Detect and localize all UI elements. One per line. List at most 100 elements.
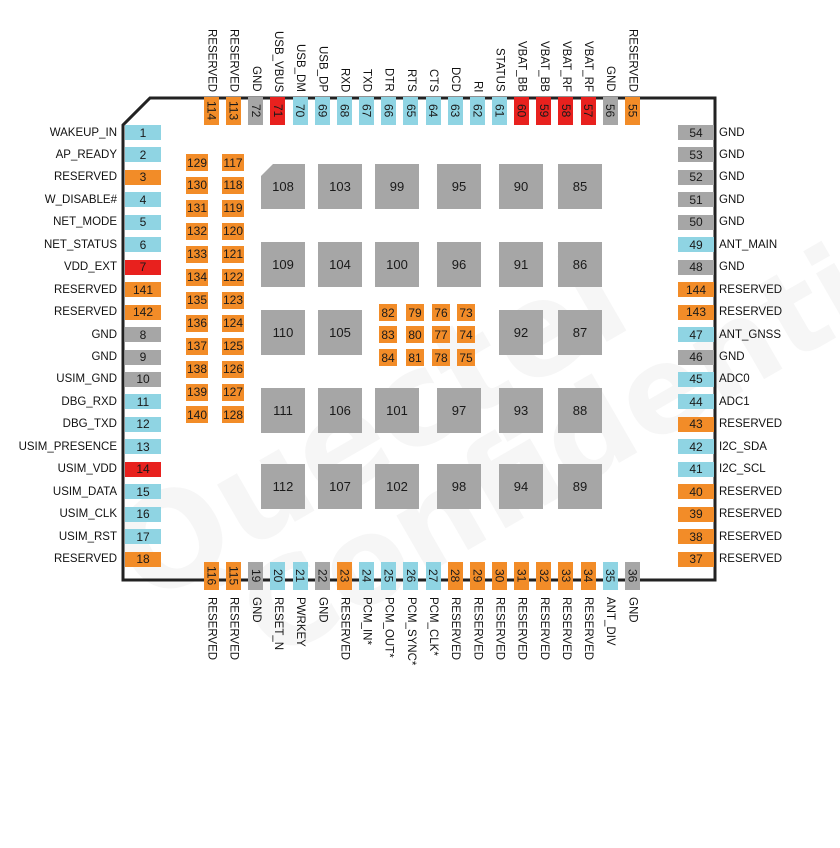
top-pin-label: DCD	[449, 67, 462, 92]
right-pin-53: 53	[678, 147, 714, 163]
bottom-pin-32: 32	[536, 562, 552, 590]
top-pin-label: VBAT_RF	[582, 41, 595, 92]
left-pin-label: WAKEUP_IN	[49, 126, 117, 139]
center-pad-76: 76	[432, 304, 450, 321]
right-pin-48: 48	[678, 259, 714, 275]
right-pin-40: 40	[678, 484, 714, 500]
center-pad-83: 83	[379, 326, 397, 343]
right-pin-label: ANT_MAIN	[719, 238, 778, 251]
left-pin-label: NET_STATUS	[43, 238, 117, 251]
gnd-pad-93: 93	[499, 388, 543, 433]
bottom-pin-label: PCM_OUT*	[382, 597, 395, 658]
right-pin-label: GND	[719, 216, 745, 229]
center-pad-82: 82	[379, 304, 397, 321]
right-pin-41: 41	[678, 461, 714, 477]
bottom-pin-27: 27	[425, 562, 441, 590]
right-pin-label: ADC0	[719, 373, 750, 386]
right-pin-54: 54	[678, 125, 714, 140]
center-pad-73: 73	[457, 304, 475, 321]
top-pin-label: USB_VBUS	[271, 30, 284, 92]
inner-pad-120: 120	[222, 222, 244, 240]
center-pad-78: 78	[432, 349, 450, 366]
right-pin-44: 44	[678, 394, 714, 410]
left-pin-label: USIM_CLK	[59, 508, 117, 521]
bottom-pin-30: 30	[491, 562, 507, 590]
bottom-pin-label: RESERVED	[582, 597, 595, 661]
left-pin-10: 10	[125, 371, 161, 387]
top-pin-113: 113	[226, 97, 242, 125]
left-pin-2: 2	[125, 147, 161, 163]
right-pin-144: 144	[678, 282, 714, 298]
right-pin-39: 39	[678, 506, 714, 522]
left-pin-12: 12	[125, 416, 161, 432]
bottom-pin-33: 33	[558, 562, 574, 590]
right-pin-label: GND	[719, 148, 745, 161]
center-pad-74: 74	[457, 326, 475, 343]
left-pin-label: USIM_RST	[58, 530, 117, 543]
inner-pad-137: 137	[186, 337, 208, 355]
bottom-pin-25: 25	[381, 562, 397, 590]
right-pin-label: RESERVED	[719, 485, 783, 498]
inner-pad-132: 132	[186, 222, 208, 240]
gnd-pad-101: 101	[375, 388, 419, 433]
top-pin-65: 65	[403, 97, 419, 125]
top-pin-label: GND	[604, 66, 617, 92]
bottom-pin-29: 29	[469, 562, 485, 590]
gnd-pad-110: 110	[261, 310, 305, 355]
top-pin-68: 68	[336, 97, 352, 125]
left-pin-label: W_DISABLE#	[44, 193, 117, 206]
right-pin-45: 45	[678, 371, 714, 387]
top-pin-label: VBAT_BB	[537, 41, 550, 92]
gnd-pad-99: 99	[375, 164, 419, 209]
top-pin-label: VBAT_BB	[515, 41, 528, 92]
center-pad-84: 84	[379, 349, 397, 366]
top-pin-72: 72	[248, 97, 264, 125]
gnd-pad-87: 87	[558, 310, 602, 355]
left-pin-14: 14	[125, 461, 161, 477]
top-pin-label: RTS	[404, 69, 417, 92]
bottom-pin-36: 36	[624, 562, 640, 590]
inner-pad-131: 131	[186, 199, 208, 217]
top-pin-label: DTR	[382, 68, 395, 92]
bottom-pin-35: 35	[602, 562, 618, 590]
inner-pad-126: 126	[222, 360, 244, 378]
left-pin-label: AP_READY	[55, 148, 117, 161]
bottom-pin-label: RESERVED	[493, 597, 506, 661]
bottom-pin-24: 24	[359, 562, 375, 590]
bottom-pin-label: PCM_SYNC*	[404, 597, 417, 666]
inner-pad-136: 136	[186, 314, 208, 332]
inner-pad-123: 123	[222, 291, 244, 309]
left-pin-8: 8	[125, 327, 161, 343]
bottom-pin-20: 20	[270, 562, 286, 590]
left-pin-label: VDD_EXT	[63, 261, 117, 274]
right-pin-label: ANT_GNSS	[719, 328, 781, 341]
right-pin-label: GND	[719, 261, 745, 274]
gnd-pad-112: 112	[261, 464, 305, 509]
bottom-pin-label: RESERVED	[338, 597, 351, 661]
top-pin-label: RESERVED	[205, 28, 218, 92]
right-pin-label: RESERVED	[719, 283, 783, 296]
right-pin-label: GND	[719, 193, 745, 206]
left-pin-3: 3	[125, 169, 161, 185]
left-pin-15: 15	[125, 484, 161, 500]
gnd-pad-97: 97	[437, 388, 481, 433]
left-pin-label: GND	[91, 328, 117, 341]
bottom-pin-label: ANT_DIV	[604, 597, 617, 646]
top-pin-56: 56	[602, 97, 618, 125]
right-pin-label: RESERVED	[719, 418, 783, 431]
right-pin-label: RESERVED	[719, 508, 783, 521]
left-pin-label: RESERVED	[53, 283, 117, 296]
top-pin-59: 59	[536, 97, 552, 125]
top-pin-55: 55	[624, 97, 640, 125]
right-pin-42: 42	[678, 439, 714, 455]
left-pin-13: 13	[125, 439, 161, 455]
right-pin-52: 52	[678, 169, 714, 185]
left-pin-label: USIM_DATA	[52, 485, 117, 498]
bottom-pin-label: PCM_CLK*	[427, 597, 439, 656]
bottom-pin-label: RESET_N	[271, 597, 284, 651]
inner-pad-117: 117	[222, 154, 244, 171]
top-pin-label: GND	[249, 66, 262, 92]
inner-pad-133: 133	[186, 245, 208, 263]
bottom-pin-23: 23	[336, 562, 352, 590]
bottom-pin-115: 115	[226, 562, 242, 590]
